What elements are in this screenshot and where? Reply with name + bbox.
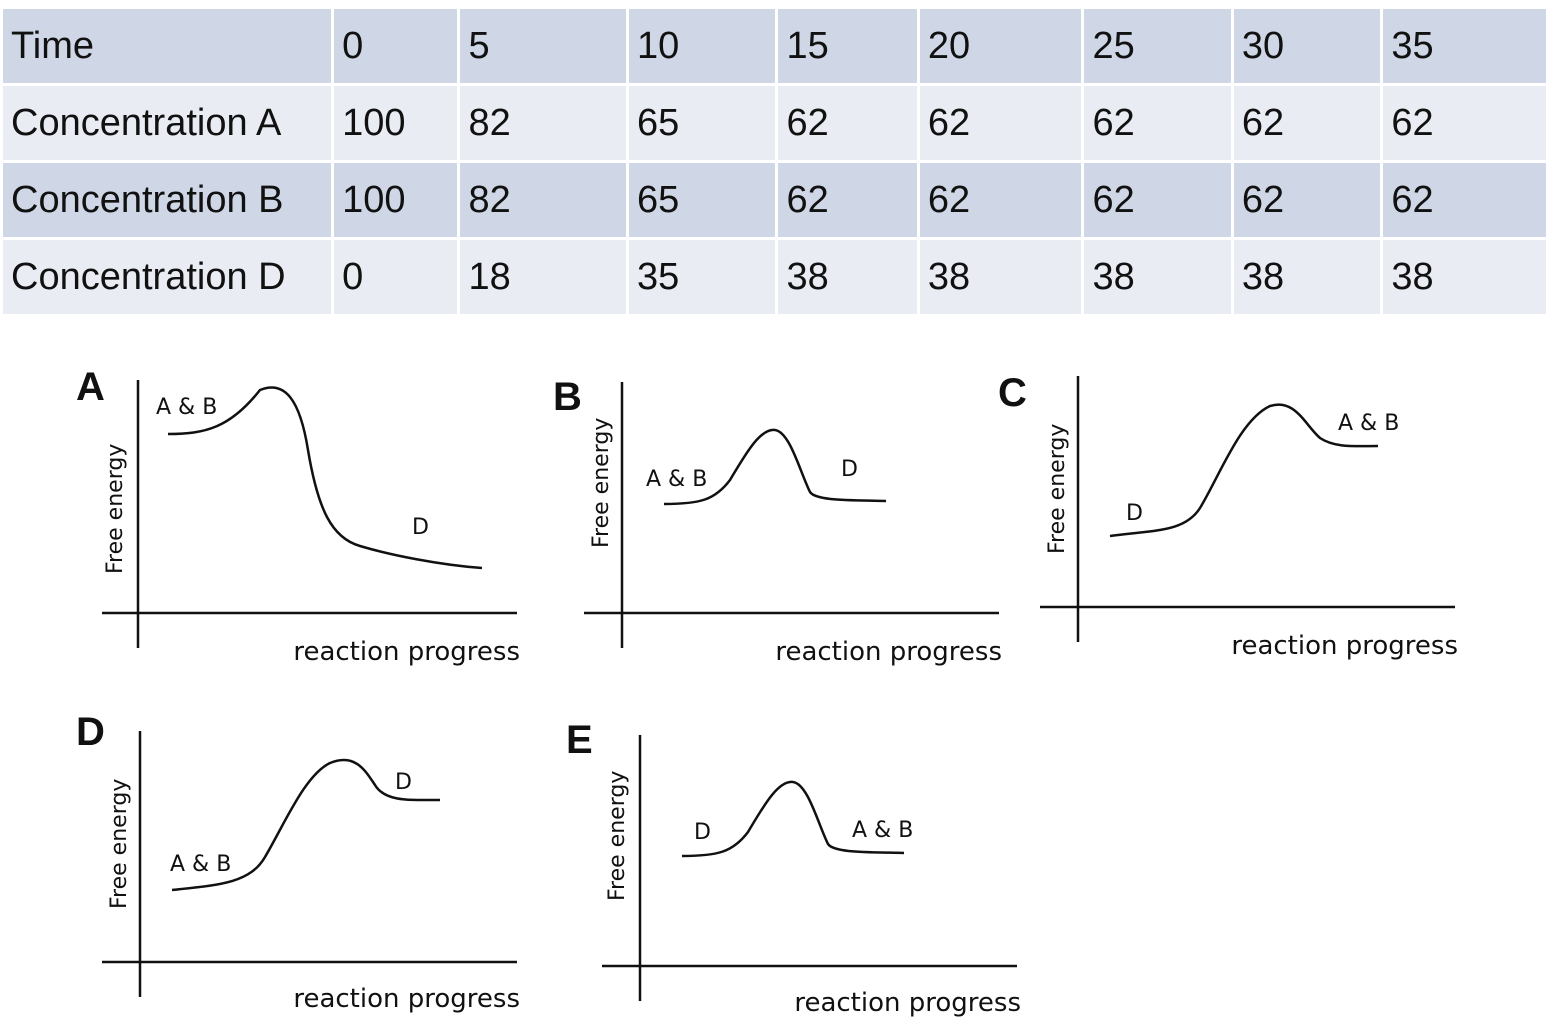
y-axis-label: Free energy	[605, 771, 630, 901]
row-label-cell: Time	[3, 9, 332, 83]
table-row: Concentration A 100 82 65 62 62 62 62 62	[3, 86, 1546, 160]
curve-label-start: A & B	[646, 467, 707, 492]
value-cell: 20	[919, 9, 1082, 83]
panel-letter-b: B	[553, 375, 582, 419]
panel-d: D Free energy reaction progress A & B D	[70, 705, 540, 1015]
value-cell: 62	[778, 163, 917, 237]
value-cell: 62	[1233, 86, 1381, 160]
panel-c: C Free energy reaction progress D A & B	[990, 360, 1470, 670]
table-row: Concentration D 0 18 35 38 38 38 38 38	[3, 240, 1546, 314]
value-cell: 62	[1233, 163, 1381, 237]
energy-curve	[171, 758, 441, 892]
value-cell: 62	[1383, 86, 1546, 160]
value-cell: 62	[778, 86, 917, 160]
panel-letter-c: C	[998, 371, 1027, 415]
value-cell: 62	[919, 163, 1082, 237]
value-cell: 38	[1383, 240, 1546, 314]
row-label-cell: Concentration A	[3, 86, 332, 160]
row-label-cell: Concentration B	[3, 163, 332, 237]
y-axis-label: Free energy	[107, 779, 132, 909]
value-cell: 100	[334, 163, 458, 237]
value-cell: 62	[919, 86, 1082, 160]
panel-b: B Free energy reaction progress A & B D	[550, 360, 1020, 670]
energy-diagram-a: A Free energy reaction progress A & B D	[76, 365, 520, 667]
energy-curve	[1109, 403, 1379, 538]
value-cell: 62	[1084, 86, 1231, 160]
x-axis-label: reaction progress	[1231, 631, 1458, 661]
value-cell: 5	[460, 9, 626, 83]
value-cell: 18	[460, 240, 626, 314]
energy-curve	[167, 386, 483, 570]
value-cell: 38	[1084, 240, 1231, 314]
panel-letter-d: D	[76, 710, 105, 754]
y-axis-label: Free energy	[103, 444, 128, 574]
energy-curve	[681, 780, 905, 858]
curve-label-start: D	[694, 820, 711, 845]
value-cell: 82	[460, 86, 626, 160]
energy-diagram-b: B Free energy reaction progress A & B D	[553, 375, 1002, 667]
panel-letter-e: E	[566, 718, 593, 762]
value-cell: 35	[629, 240, 776, 314]
x-axis-label: reaction progress	[794, 988, 1021, 1018]
curve-label-end: D	[395, 770, 412, 795]
value-cell: 82	[460, 163, 626, 237]
value-cell: 100	[334, 86, 458, 160]
value-cell: 38	[778, 240, 917, 314]
curve-label-start: A & B	[170, 852, 231, 877]
value-cell: 62	[1084, 163, 1231, 237]
x-axis-label: reaction progress	[775, 637, 1002, 667]
value-cell: 10	[629, 9, 776, 83]
curve-label-start: A & B	[156, 395, 217, 420]
curve-label-start: D	[1126, 501, 1143, 526]
value-cell: 25	[1084, 9, 1231, 83]
panel-a: A Free energy reaction progress A & B D	[70, 360, 540, 670]
x-axis-label: reaction progress	[293, 984, 520, 1014]
y-axis-label: Free energy	[1045, 424, 1070, 554]
curve-label-end: A & B	[1338, 411, 1399, 436]
value-cell: 38	[919, 240, 1082, 314]
energy-diagram-d: D Free energy reaction progress A & B D	[76, 710, 520, 1014]
value-cell: 0	[334, 240, 458, 314]
curve-label-end: D	[841, 457, 858, 482]
energy-diagram-e: E Free energy reaction progress D A & B	[566, 718, 1021, 1018]
panel-letter-a: A	[76, 365, 105, 409]
curve-label-end: A & B	[852, 818, 913, 843]
value-cell: 0	[334, 9, 458, 83]
panel-e: E Free energy reaction progress D A & B	[560, 705, 1030, 1020]
table-header-row: Time 0 5 10 15 20 25 30 35	[3, 9, 1546, 83]
table-row: Concentration B 100 82 65 62 62 62 62 62	[3, 163, 1546, 237]
concentration-table: Time 0 5 10 15 20 25 30 35 Concentration A 100 82 65…	[0, 6, 1549, 317]
y-axis-label: Free energy	[589, 418, 614, 548]
x-axis-label: reaction progress	[293, 637, 520, 667]
value-cell: 65	[629, 86, 776, 160]
value-cell: 15	[778, 9, 917, 83]
value-cell: 38	[1233, 240, 1381, 314]
value-cell: 30	[1233, 9, 1381, 83]
energy-diagram-c: C Free energy reaction progress D A & B	[998, 371, 1458, 661]
value-cell: 62	[1383, 163, 1546, 237]
value-cell: 35	[1383, 9, 1546, 83]
energy-curve	[663, 428, 887, 506]
curve-label-end: D	[412, 515, 429, 540]
row-label-cell: Concentration D	[3, 240, 332, 314]
value-cell: 65	[629, 163, 776, 237]
